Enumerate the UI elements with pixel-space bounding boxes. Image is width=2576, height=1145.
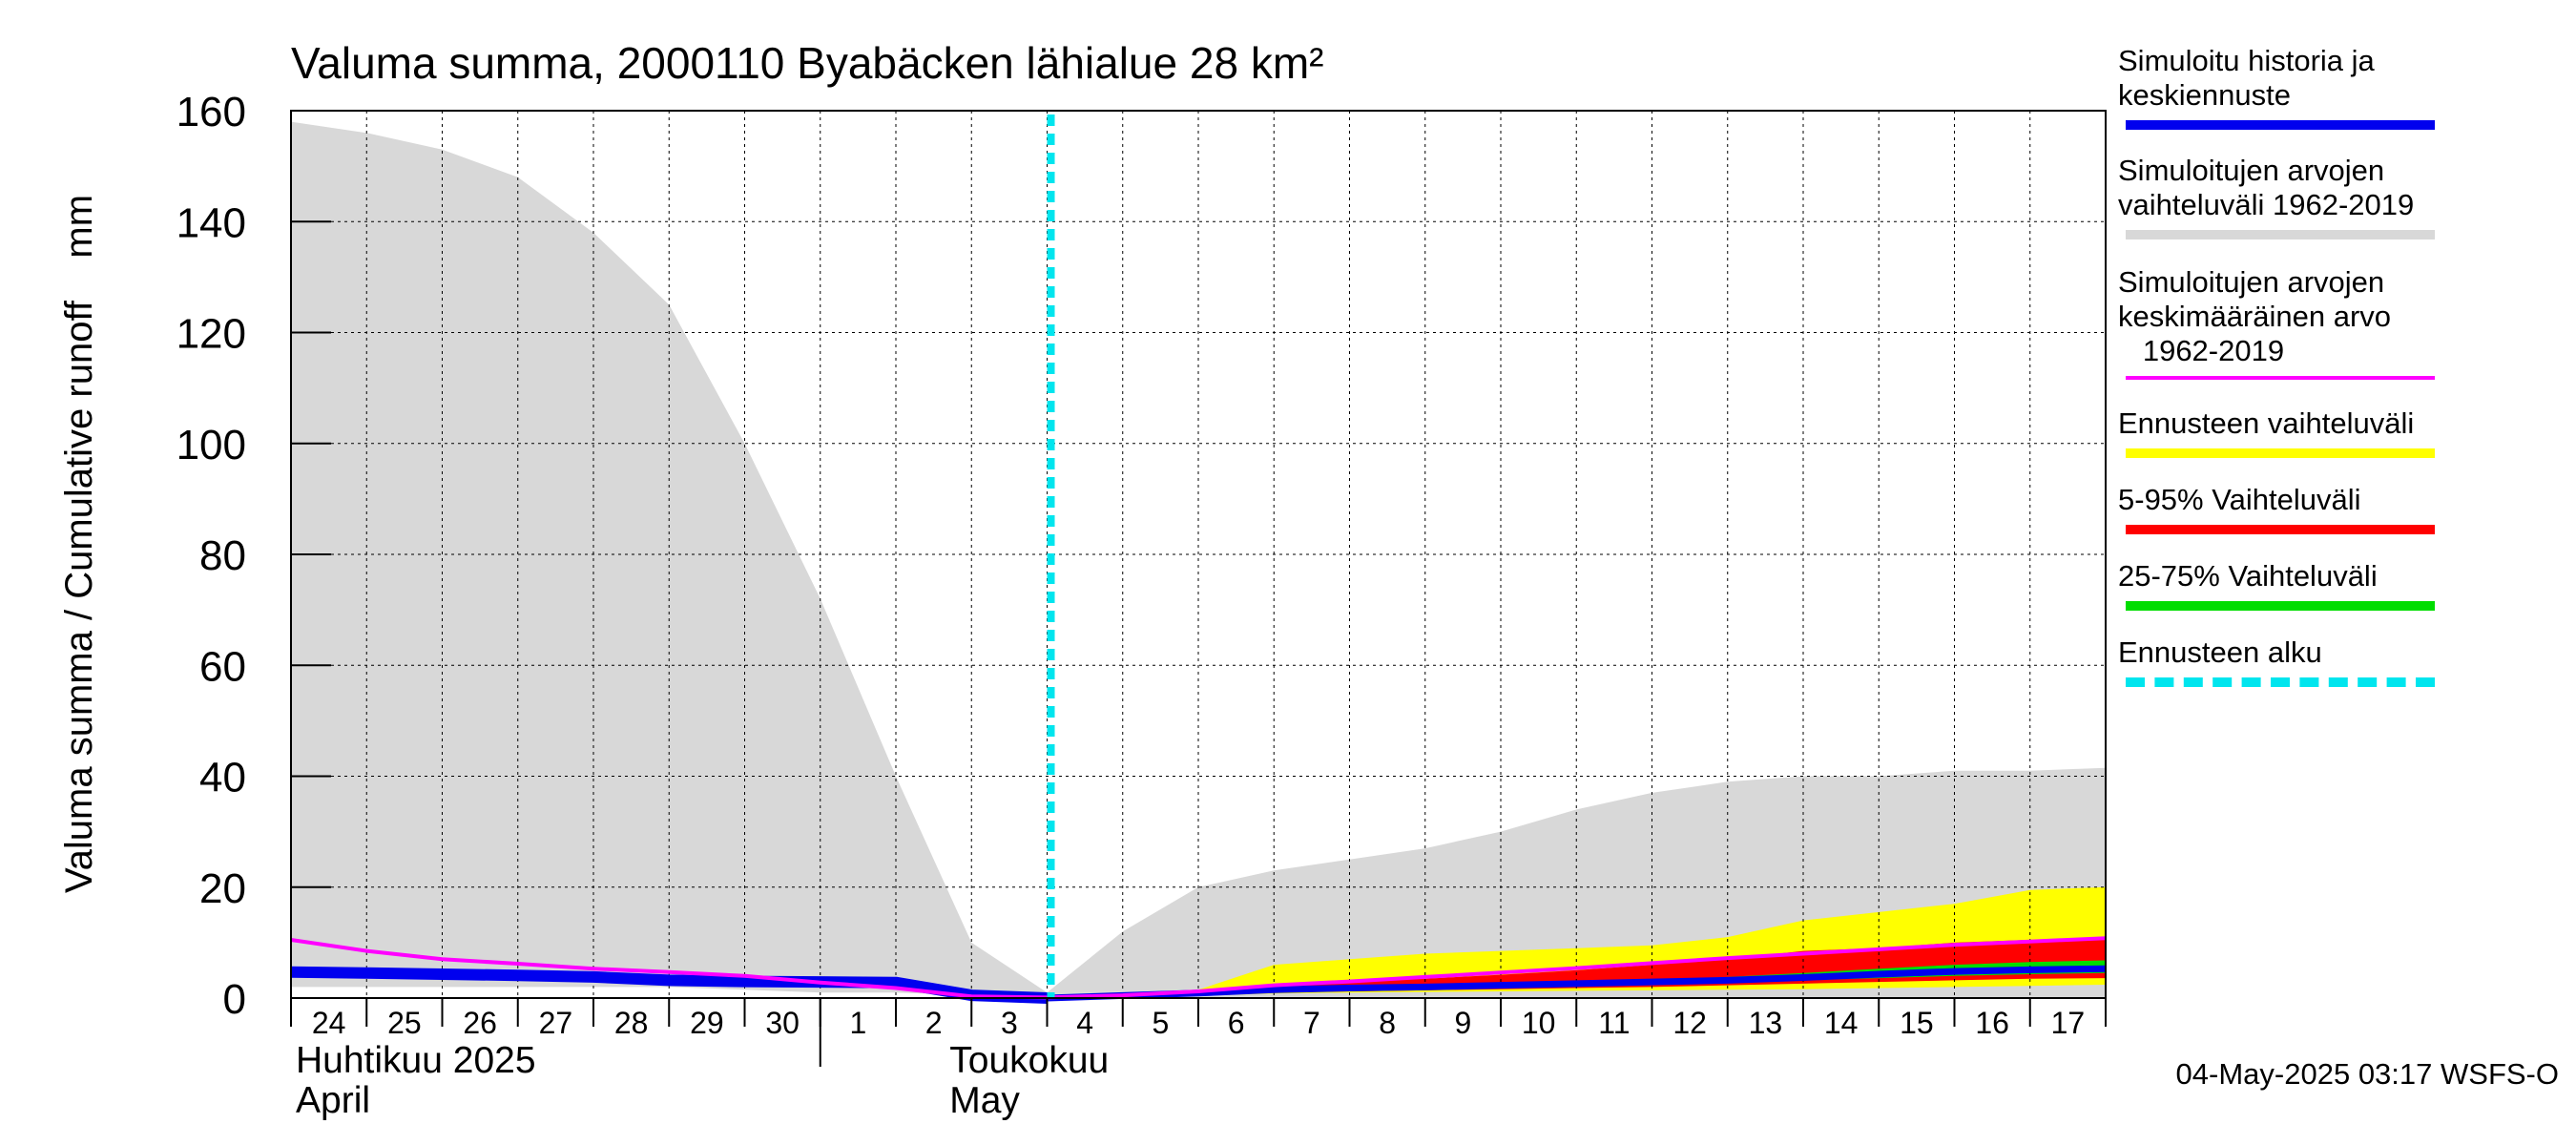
legend-item: Ennusteen alku [2118,635,2566,687]
timestamp-footer: 04-May-2025 03:17 WSFS-O [2175,1057,2559,1091]
x-tick-label: 7 [1303,1006,1320,1040]
x-tick-label: 15 [1900,1006,1934,1040]
x-tick-label: 25 [387,1006,422,1040]
x-tick-label: 1 [849,1006,866,1040]
legend-label: Simuloitujen arvojen vaihteluväli 1962-2… [2118,154,2415,221]
legend-swatch [2126,601,2435,611]
chart-title: Valuma summa, 2000110 Byabäcken lähialue… [291,38,1323,88]
legend-item: Simuloitujen arvojen keskimääräinen arvo… [2118,265,2566,380]
legend-label: Simuloitujen arvojen keskimääräinen arvo… [2118,265,2392,367]
legend-item: 25-75% Vaihteluväli [2118,559,2566,611]
y-tick-label: 20 [199,865,246,912]
x-tick-label: 10 [1522,1006,1556,1040]
x-tick-label: 24 [312,1006,346,1040]
y-tick-label: 80 [199,532,246,579]
y-tick-label: 40 [199,755,246,802]
legend-label: 25-75% Vaihteluväli [2118,559,2378,593]
y-tick-label: 60 [199,643,246,690]
month-label-fi: Huhtikuu 2025 [296,1040,536,1081]
legend-item: Simuloitujen arvojen vaihteluväli 1962-2… [2118,154,2566,239]
legend-swatch [2126,525,2435,534]
legend-swatch [2126,120,2435,130]
x-tick-label: 3 [1001,1006,1018,1040]
mean-1962-2019-line [290,936,2107,1000]
x-tick-label: 17 [2051,1006,2086,1040]
x-tick-label: 13 [1749,1006,1783,1040]
y-tick-label: 100 [177,422,246,468]
legend-label: 5-95% Vaihteluväli [2118,483,2361,516]
month-label-en: May [949,1080,1020,1121]
x-tick-label: 14 [1824,1006,1859,1040]
legend-swatch [2126,230,2435,239]
x-tick-label: 28 [614,1006,649,1040]
x-tick-label: 11 [1598,1006,1630,1040]
y-tick-label: 160 [177,89,246,135]
x-tick-label: 16 [1975,1006,2009,1040]
x-tick-label: 29 [690,1006,724,1040]
y-axis-label: Valuma summa / Cumulative runoff mm [58,195,100,893]
legend-label: Simuloitu historia ja keskiennuste [2118,44,2375,112]
month-label-fi: Toukokuu [949,1040,1109,1081]
month-label-en: April [296,1080,370,1121]
x-tick-label: 4 [1076,1006,1093,1040]
chart-grid [291,110,2106,998]
legend-label: Ennusteen alku [2118,635,2322,669]
x-tick-label: 27 [539,1006,573,1040]
x-tick-label: 6 [1228,1006,1245,1040]
legend-item: Simuloitu historia ja keskiennuste [2118,44,2566,130]
y-tick-label: 120 [177,311,246,358]
simulated-history-line [290,966,1048,1004]
y-tick-label: 0 [223,976,246,1023]
x-tick-label: 9 [1454,1006,1471,1040]
legend-swatch [2126,677,2435,687]
x-tick-label: 26 [463,1006,497,1040]
x-tick-label: 5 [1152,1006,1169,1040]
legend-label: Ennusteen vaihteluväli [2118,406,2415,440]
legend-item: Ennusteen vaihteluväli [2118,406,2566,458]
x-tick-label: 8 [1379,1006,1396,1040]
y-tick-label: 140 [177,199,246,246]
chart-lines [290,114,2107,1004]
legend-item: 5-95% Vaihteluväli [2118,483,2566,534]
legend-swatch [2126,376,2435,380]
x-tick-label: 2 [925,1006,943,1040]
forecast-median-line [1047,965,2107,1002]
legend-swatch [2126,448,2435,458]
x-tick-label: 12 [1672,1006,1707,1040]
x-tick-label: 30 [765,1006,800,1040]
